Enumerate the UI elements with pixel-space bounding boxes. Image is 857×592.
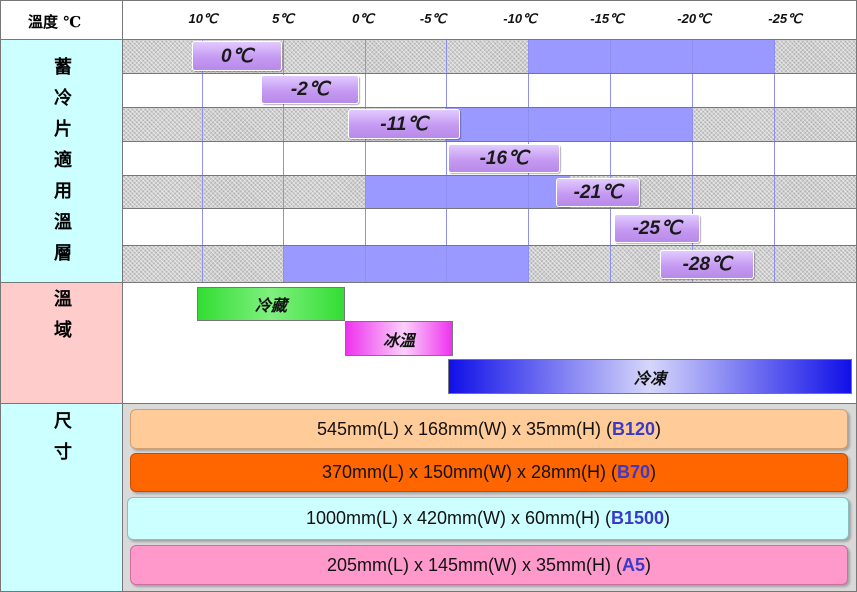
zone-ice-temp: 冰溫	[345, 321, 453, 356]
grid-line	[692, 40, 693, 282]
zone-chill: 冷藏	[197, 287, 345, 321]
separator	[0, 39, 857, 40]
left-column-layers	[0, 40, 123, 282]
separator	[123, 208, 857, 209]
left-column-zones	[0, 282, 123, 403]
size-b120-code: B120	[611, 418, 656, 439]
size-label: 尺 寸	[54, 411, 72, 463]
layer-label: 蓄 冷 片 適 用 溫 層	[54, 57, 72, 264]
tick-0: 0℃	[352, 11, 374, 26]
temperature-header: 溫度 ℃	[28, 13, 82, 31]
grid-line	[365, 40, 366, 282]
grid-line	[774, 40, 775, 282]
tick-5: 5℃	[272, 11, 294, 26]
size-b120-close: )	[655, 418, 662, 439]
range-bar-row2	[445, 107, 693, 141]
pill-neg16c: -16℃	[448, 144, 560, 173]
tick-neg25: -25℃	[768, 11, 802, 26]
zone-label: 溫 域	[54, 289, 72, 341]
size-b1500: 1000mm(L) x 420mm(W) x 60mm(H) (B1500)	[127, 497, 849, 540]
pill-0c: 0℃	[192, 41, 282, 71]
tick-neg10: -10℃	[503, 11, 537, 26]
separator	[0, 282, 857, 283]
column-divider	[122, 0, 123, 592]
size-a5-text: 205mm(L) x 145mm(W) x 35mm(H) (	[326, 554, 622, 575]
size-b120-text: 545mm(L) x 168mm(W) x 35mm(H) (	[316, 418, 612, 439]
size-b70-code: B70	[616, 462, 651, 482]
size-a5-code: A5	[622, 554, 646, 575]
row-5-band	[123, 208, 857, 245]
header-row	[0, 0, 857, 40]
range-bar-row6	[283, 245, 529, 282]
range-bar-row0	[528, 40, 774, 73]
tick-10: 10℃	[188, 11, 218, 26]
pill-neg21c: -21℃	[556, 178, 640, 207]
pill-neg25c: -25℃	[614, 214, 700, 243]
size-a5-close: )	[645, 554, 652, 575]
tick-neg15: -15℃	[590, 11, 624, 26]
size-b70-text: 370mm(L) x 150mm(W) x 28mm(H) (	[321, 462, 617, 482]
separator	[123, 245, 857, 246]
pill-neg28c: -28℃	[660, 250, 754, 279]
size-a5: 205mm(L) x 145mm(W) x 35mm(H) (A5)	[130, 545, 848, 585]
tick-neg5: -5℃	[419, 11, 447, 26]
separator	[123, 141, 857, 142]
grid-line	[446, 40, 447, 282]
grid-line	[610, 40, 611, 282]
size-b1500-code: B1500	[610, 508, 665, 528]
left-column-sizes	[0, 403, 123, 592]
size-b70-close: )	[650, 462, 657, 482]
separator	[0, 403, 857, 404]
size-b70: 370mm(L) x 150mm(W) x 28mm(H) (B70)	[130, 453, 848, 492]
size-b1500-close: )	[664, 508, 671, 528]
separator	[123, 107, 857, 108]
size-b1500-text: 1000mm(L) x 420mm(W) x 60mm(H) (	[305, 508, 611, 528]
separator	[123, 175, 857, 176]
grid-line	[202, 40, 203, 282]
tick-neg20: -20℃	[677, 11, 711, 26]
row-1-band	[123, 73, 857, 107]
range-bar-row4	[365, 175, 570, 208]
pill-neg11c: -11℃	[348, 109, 460, 139]
pill-neg2c: -2℃	[261, 75, 359, 104]
grid-line	[283, 40, 284, 282]
zone-freeze: 冷凍	[448, 359, 852, 394]
size-b120: 545mm(L) x 168mm(W) x 35mm(H) (B120)	[130, 409, 848, 449]
separator	[123, 73, 857, 74]
